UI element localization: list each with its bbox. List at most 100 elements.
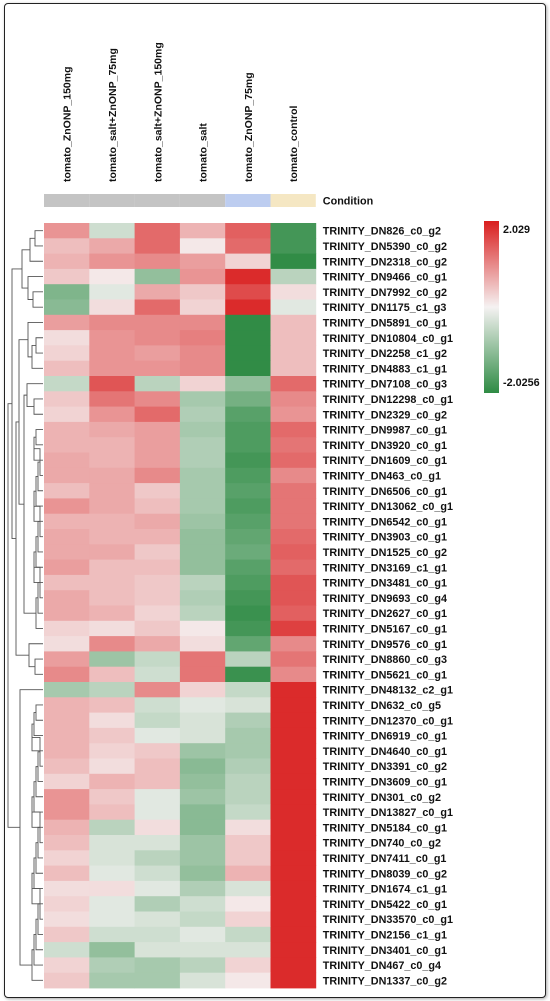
row-label: TRINITY_DN5621_c0_g1	[323, 669, 447, 681]
condition-annotation-cell	[89, 194, 135, 207]
heatmap-cell	[225, 926, 271, 943]
row-label: TRINITY_DN12298_c0_g1	[323, 394, 453, 406]
row-label: TRINITY_DN2627_c0_g1	[323, 608, 447, 620]
heatmap-cell	[89, 972, 135, 989]
heatmap-cell	[134, 284, 181, 300]
heatmap-cell	[89, 727, 135, 744]
row-label: TRINITY_DN3920_c0_g1	[323, 440, 447, 452]
heatmap-cell	[179, 819, 226, 836]
heatmap-cell	[179, 467, 226, 484]
heatmap-cell	[179, 268, 226, 285]
column-label: tomato_control	[288, 106, 300, 183]
heatmap-cell	[179, 880, 226, 897]
heatmap-cell	[270, 896, 317, 912]
heatmap-cell	[44, 712, 90, 729]
heatmap-cell	[44, 467, 90, 484]
heatmap-cell	[44, 268, 90, 285]
row-label: TRINITY_DN740_c0_g2	[323, 838, 441, 850]
heatmap-cell	[44, 682, 90, 698]
heatmap-cell	[44, 590, 90, 606]
dendrogram-branch	[32, 737, 43, 767]
heatmap-cell	[134, 911, 181, 928]
heatmap-cell	[134, 835, 181, 851]
row-label: TRINITY_DN8860_c0_g3	[323, 654, 447, 666]
heatmap-cell	[89, 850, 135, 866]
row-label: TRINITY_DN826_c0_g2	[323, 226, 441, 238]
heatmap-cell	[134, 666, 181, 683]
heatmap-cell	[89, 391, 135, 407]
heatmap-cell	[270, 223, 317, 239]
heatmap-cell	[134, 421, 181, 438]
heatmap-cell	[89, 574, 135, 591]
heatmap-cell	[134, 452, 181, 469]
heatmap-cell	[270, 651, 317, 668]
dendrogram-branch	[35, 704, 43, 721]
heatmap-cell	[270, 544, 317, 560]
heatmap-cell	[270, 406, 317, 423]
heatmap-cell	[225, 590, 271, 606]
heatmap-cell	[89, 773, 135, 790]
row-label: TRINITY_DN467_c0_g4	[323, 960, 441, 972]
heatmap-cell	[270, 773, 317, 790]
dendrogram-branch	[34, 230, 43, 247]
row-label: TRINITY_DN301_c0_g2	[323, 792, 441, 804]
heatmap-cell	[134, 682, 181, 698]
heatmap-cell	[225, 896, 271, 912]
heatmap-cell	[89, 682, 135, 698]
row-label: TRINITY_DN1525_c0_g2	[323, 547, 447, 559]
heatmap-cell	[179, 483, 226, 499]
heatmap-cell	[89, 330, 135, 346]
row-label: TRINITY_DN3169_c1_g1	[323, 562, 447, 574]
heatmap-cell	[44, 314, 90, 331]
heatmap-cell	[44, 911, 90, 928]
heatmap-cell	[44, 238, 90, 254]
dendrogram-branch	[31, 344, 43, 369]
heatmap-cell	[44, 223, 90, 239]
heatmap-cell	[179, 238, 226, 254]
heatmap-cell	[134, 743, 181, 759]
heatmap-cell	[270, 268, 317, 285]
row-label: TRINITY_DN3903_c0_g1	[323, 532, 447, 544]
heatmap-cell	[179, 636, 226, 652]
heatmap-cell	[179, 330, 226, 346]
heatmap-cell	[179, 865, 226, 882]
heatmap-cell	[134, 590, 181, 606]
heatmap-cell	[270, 498, 317, 515]
row-label: TRINITY_DN4883_c1_g1	[323, 363, 447, 375]
heatmap-cell	[134, 406, 181, 423]
heatmap-cell	[44, 896, 90, 912]
condition-annotation-cell	[179, 194, 226, 207]
heatmap-cell	[225, 376, 271, 392]
heatmap-cell	[89, 544, 135, 560]
heatmap-cell	[44, 758, 90, 775]
heatmap-cell	[134, 942, 181, 958]
heatmap-cell	[270, 743, 317, 759]
heatmap-cell	[134, 330, 181, 346]
heatmap-cell	[225, 330, 271, 346]
heatmap-cell	[134, 544, 181, 560]
heatmap-cell	[270, 880, 317, 897]
heatmap-cell	[225, 437, 271, 453]
heatmap-cell	[89, 360, 135, 377]
heatmap-cell	[89, 804, 135, 821]
heatmap-cell	[89, 284, 135, 300]
heatmap-cell	[270, 605, 317, 622]
heatmap-cell	[134, 574, 181, 591]
column-label: tomato_salt+ZnONP_75mg	[107, 48, 119, 182]
row-label: TRINITY_DN4640_c0_g1	[323, 746, 447, 758]
heatmap-cell	[44, 483, 90, 499]
heatmap-cell	[179, 345, 226, 362]
heatmap-cell	[134, 437, 181, 453]
heatmap-cell	[89, 636, 135, 652]
row-label: TRINITY_DN7108_c0_g3	[323, 379, 447, 391]
row-label: TRINITY_DN632_c0_g5	[323, 700, 441, 712]
heatmap-cell	[225, 268, 271, 285]
heatmap-cell	[89, 268, 135, 285]
dendrogram-branch	[32, 291, 43, 308]
heatmap-cell	[225, 666, 271, 683]
heatmap-cell	[89, 758, 135, 775]
heatmap-cell	[270, 513, 317, 530]
row-label: TRINITY_DN9466_c0_g1	[323, 272, 447, 284]
heatmap-cell	[89, 942, 135, 958]
heatmap-cell	[225, 773, 271, 790]
